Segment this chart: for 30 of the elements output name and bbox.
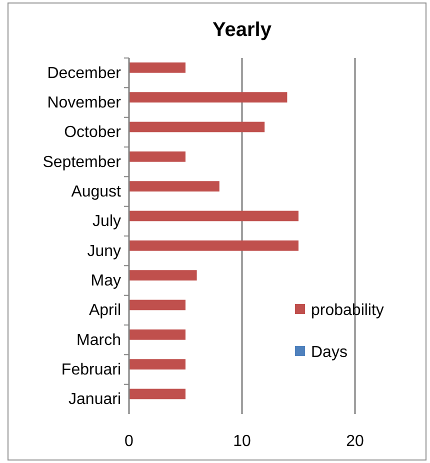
bar — [129, 122, 265, 132]
bar — [129, 240, 298, 251]
bar — [129, 300, 186, 310]
x-tick-label: 20 — [346, 433, 364, 450]
y-tick-label: September — [42, 154, 122, 171]
bar — [129, 92, 288, 102]
x-tick-label: 0 — [124, 433, 134, 450]
y-tick-label: April — [88, 302, 121, 320]
y-tick-label: November — [47, 94, 122, 112]
legend-label: probability — [311, 302, 384, 319]
bar — [129, 62, 186, 73]
legend-label: Days — [311, 344, 348, 361]
y-tick-label: May — [90, 272, 121, 290]
bar — [129, 388, 186, 400]
y-tick-label: December — [47, 64, 122, 82]
bar — [129, 210, 298, 222]
bar — [129, 270, 197, 280]
y-tick-label: Juny — [87, 242, 121, 260]
y-tick-label: March — [76, 332, 121, 349]
y-tick-label: August — [71, 184, 122, 200]
bar — [129, 181, 220, 192]
x-tick-label: 10 — [233, 433, 251, 450]
chart-title: Yearly — [212, 19, 272, 41]
y-tick-label: Februari — [61, 362, 121, 378]
bar — [129, 329, 186, 340]
bar — [129, 151, 186, 162]
y-tick-label: July — [92, 213, 121, 230]
y-tick-label: Januari — [68, 391, 121, 408]
bar — [129, 359, 186, 370]
y-tick-label: October — [64, 124, 122, 142]
